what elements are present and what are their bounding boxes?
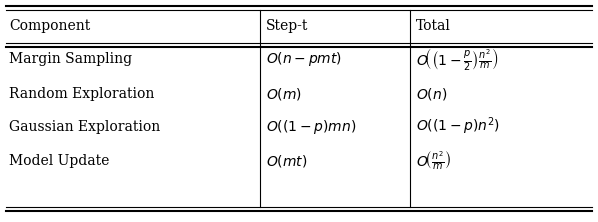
Text: Margin Sampling: Margin Sampling	[9, 52, 132, 66]
Text: $O\!\left(\frac{n^2}{m}\right)$: $O\!\left(\frac{n^2}{m}\right)$	[416, 149, 451, 172]
Text: Gaussian Exploration: Gaussian Exploration	[9, 119, 160, 134]
Text: $O(n)$: $O(n)$	[416, 86, 447, 102]
Text: $O((1-p)n^2)$: $O((1-p)n^2)$	[416, 116, 500, 137]
Text: $O\!\left(\left(1 - \frac{p}{2}\right)\frac{n^2}{m}\right)$: $O\!\left(\left(1 - \frac{p}{2}\right)\f…	[416, 46, 498, 72]
Text: $O(mt)$: $O(mt)$	[266, 153, 307, 169]
Text: $O((1 - p)mn)$: $O((1 - p)mn)$	[266, 117, 356, 136]
Text: Model Update: Model Update	[9, 154, 109, 168]
Text: $O(m)$: $O(m)$	[266, 86, 302, 102]
Text: Component: Component	[9, 18, 90, 33]
Text: Total: Total	[416, 18, 450, 33]
Text: Random Exploration: Random Exploration	[9, 87, 154, 101]
Text: $O(n - pmt)$: $O(n - pmt)$	[266, 50, 342, 68]
Text: Step-t: Step-t	[266, 18, 309, 33]
